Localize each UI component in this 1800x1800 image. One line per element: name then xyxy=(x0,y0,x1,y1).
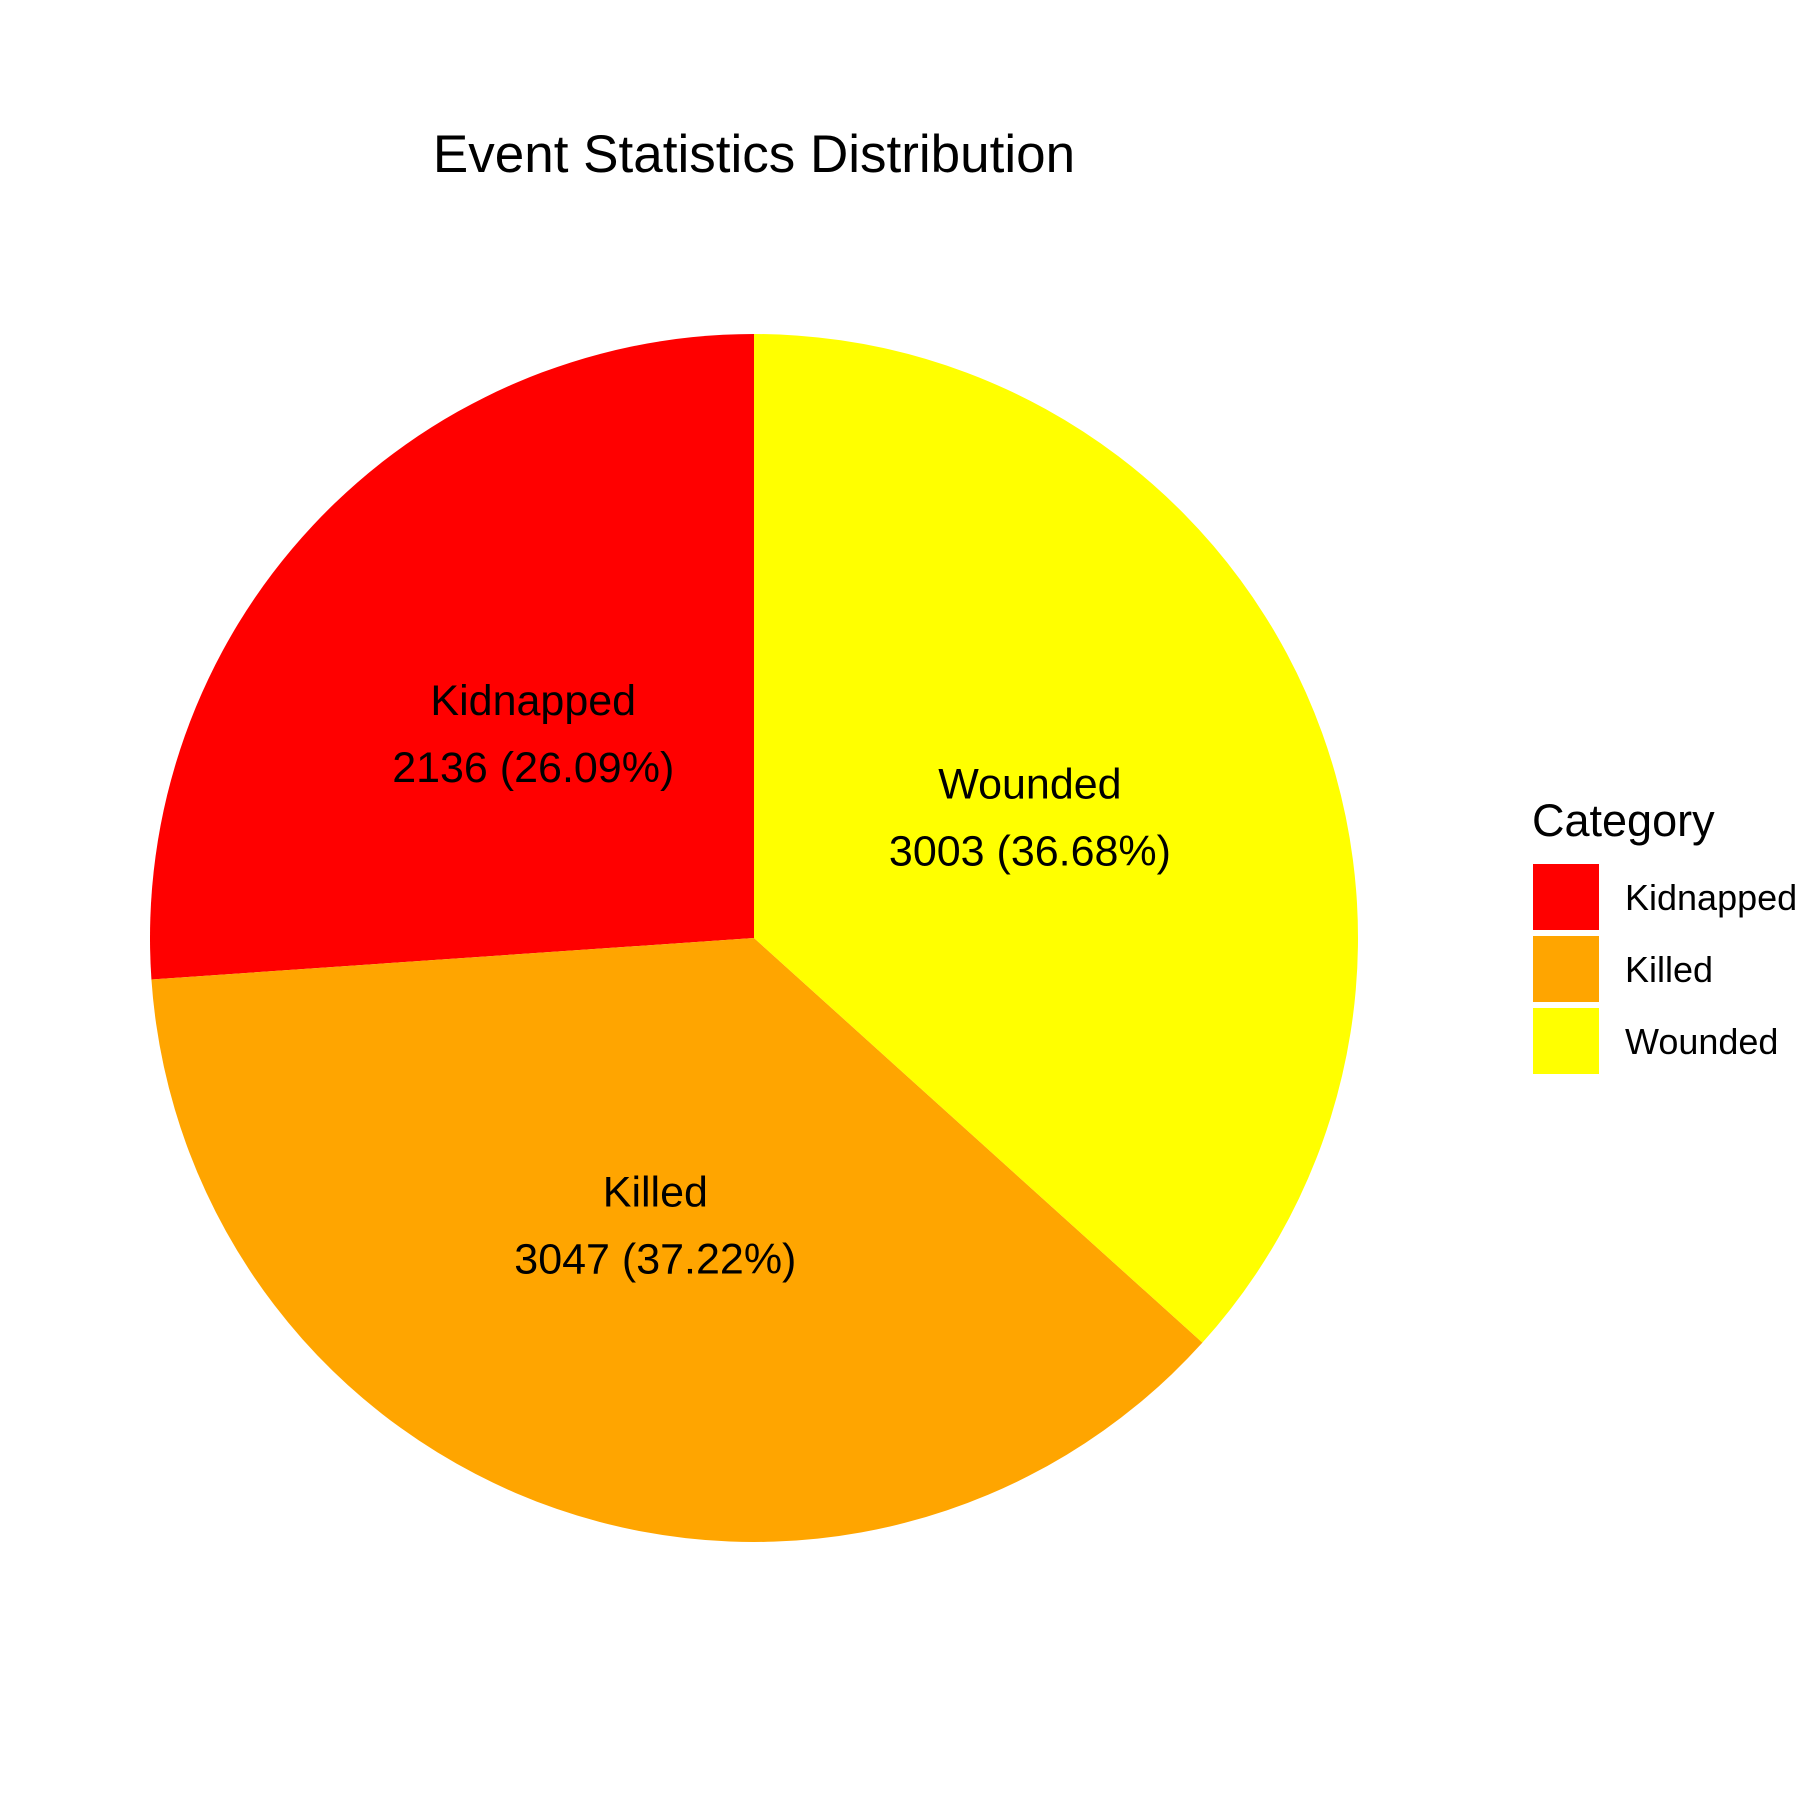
slice-value-label-killed: 3047 (37.22%) xyxy=(514,1235,796,1283)
slice-label-killed: Killed xyxy=(603,1168,708,1216)
pie-slice-labels: Kidnapped 2136 (26.09%) Killed 3047 (37.22%… xyxy=(392,677,1171,1284)
legend-key-kidnapped xyxy=(1533,864,1599,930)
legend-key-wounded xyxy=(1533,1008,1599,1074)
slice-label-kidnapped: Kidnapped xyxy=(430,677,636,725)
legend-label-wounded: Wounded xyxy=(1625,1021,1778,1062)
pie-slice-kidnapped xyxy=(150,334,754,980)
legend-label-kidnapped: Kidnapped xyxy=(1625,877,1797,918)
pie-slice-wounded xyxy=(754,334,1358,1343)
legend-label-killed: Killed xyxy=(1625,949,1713,990)
legend-title: Category xyxy=(1532,795,1715,846)
pie-slice-killed xyxy=(151,938,1203,1543)
slice-label-wounded: Wounded xyxy=(938,760,1121,808)
chart-title: Event Statistics Distribution xyxy=(433,125,1075,184)
pie-slices xyxy=(150,334,1358,1543)
slice-value-label-wounded: 3003 (36.68%) xyxy=(889,827,1171,875)
legend: Category Kidnapped Killed Wounded xyxy=(1532,795,1797,1074)
legend-key-killed xyxy=(1533,936,1599,1002)
legend-items: Kidnapped Killed Wounded xyxy=(1533,864,1797,1074)
slice-value-label-kidnapped: 2136 (26.09%) xyxy=(392,744,674,792)
